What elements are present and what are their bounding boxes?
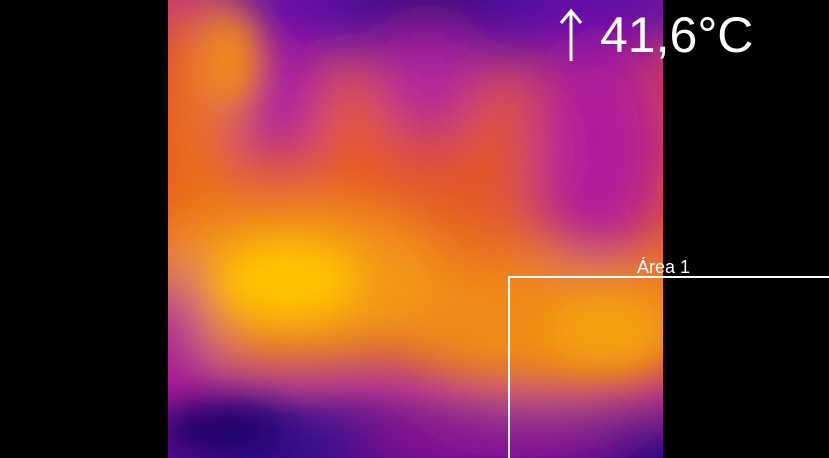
measurement-area-label: Área 1: [637, 257, 691, 277]
measurement-area-box[interactable]: [508, 276, 829, 458]
thermal-heatmap: [168, 0, 663, 458]
arrow-up-icon: [559, 8, 583, 61]
max-temperature-value: 41,6°C: [600, 7, 754, 63]
max-temperature-readout: 41,6°C: [556, 4, 753, 66]
thermal-image[interactable]: [168, 0, 663, 458]
